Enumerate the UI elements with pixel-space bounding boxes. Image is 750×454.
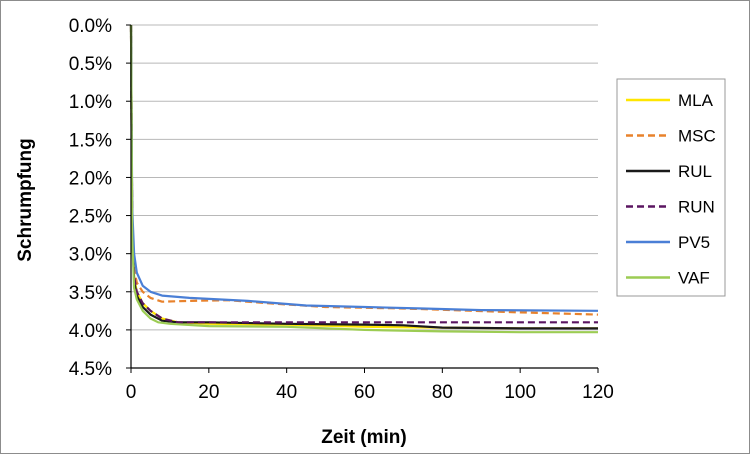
y-tick-label: 4.5% bbox=[69, 359, 112, 380]
series-line-rul bbox=[129, 24, 598, 330]
y-tick-label: 0.5% bbox=[69, 54, 112, 75]
legend-label-vaf: VAF bbox=[678, 269, 710, 288]
x-tick-label: 60 bbox=[354, 382, 375, 403]
y-tick-label: 0.0% bbox=[69, 16, 112, 37]
legend-label-pv5: PV5 bbox=[678, 233, 710, 252]
series-line-pv5 bbox=[129, 24, 599, 312]
legend: MLA MSC RUL RUN PV5 VAF bbox=[616, 78, 726, 297]
y-axis-title: Schrumpfung bbox=[15, 138, 36, 262]
legend-box bbox=[616, 78, 726, 297]
y-tick-label: 2.0% bbox=[69, 168, 112, 189]
y-tick-label: 1.5% bbox=[69, 130, 112, 151]
gridlines bbox=[131, 24, 598, 369]
legend-label-mla: MLA bbox=[678, 91, 714, 110]
legend-label-rul: RUL bbox=[678, 162, 712, 181]
series-line-vaf bbox=[129, 24, 598, 334]
x-tick-label: 100 bbox=[504, 382, 536, 403]
series-lines bbox=[129, 24, 599, 334]
y-tick-label: 3.0% bbox=[69, 245, 112, 266]
legend-label-msc: MSC bbox=[678, 127, 716, 146]
x-tick-label: 80 bbox=[432, 382, 453, 403]
x-axis-title: Zeit (min) bbox=[321, 427, 407, 448]
series-line-run bbox=[129, 24, 598, 324]
x-tick-label: 120 bbox=[582, 382, 614, 403]
x-tick-label: 20 bbox=[198, 382, 219, 403]
axes bbox=[130, 25, 598, 369]
y-tick-label: 4.0% bbox=[69, 321, 112, 342]
series-line-mla bbox=[129, 24, 598, 330]
y-tick-labels: 0.0% 0.5% 1.0% 1.5% 2.0% 2.5% 3.0% 3.5% 4.0% 4.5% bbox=[69, 16, 131, 380]
x-tick-labels: 0 20 40 60 80 100 120 bbox=[126, 368, 614, 403]
y-tick-label: 1.0% bbox=[69, 92, 112, 113]
x-tick-label: 40 bbox=[276, 382, 297, 403]
series-line-msc bbox=[129, 24, 599, 316]
y-tick-label: 3.5% bbox=[69, 283, 112, 304]
x-tick-label: 0 bbox=[126, 382, 137, 403]
y-tick-label: 2.5% bbox=[69, 207, 112, 228]
legend-label-run: RUN bbox=[678, 198, 715, 217]
